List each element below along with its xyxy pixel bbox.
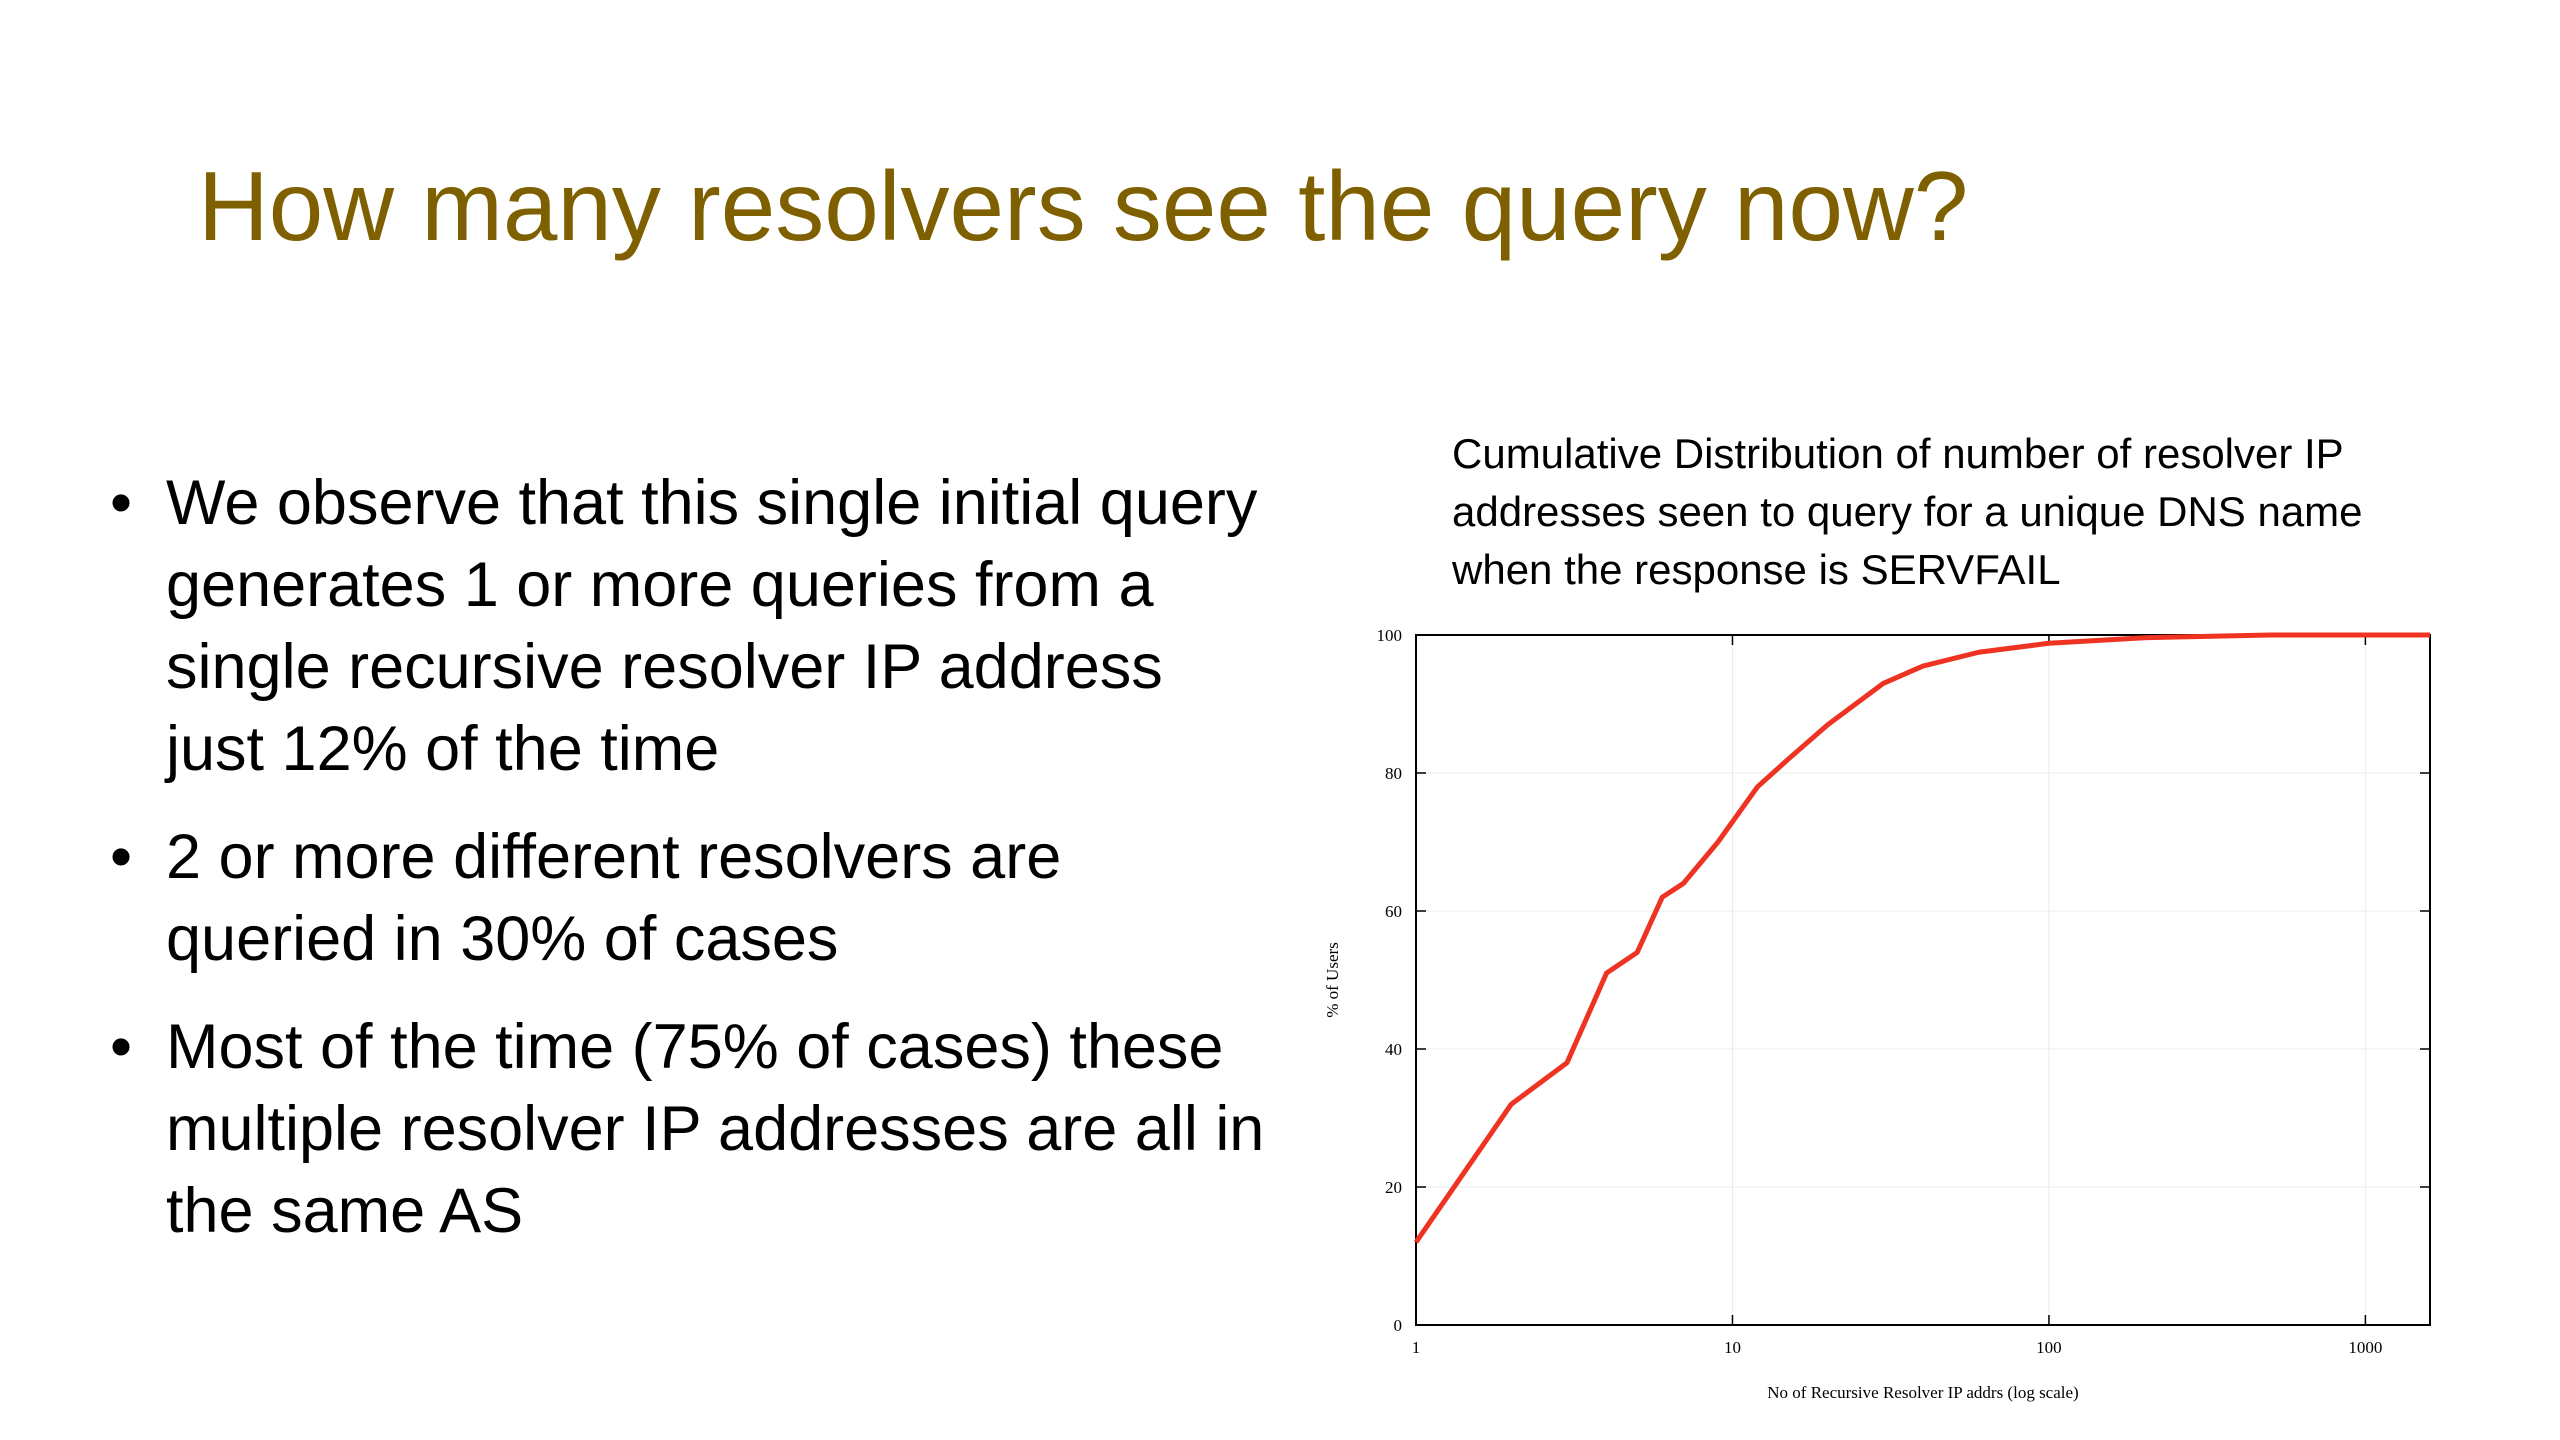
x-tick-label: 1000	[2348, 1338, 2382, 1357]
x-axis-label: No of Recursive Resolver IP addrs (log s…	[1767, 1383, 2078, 1402]
bullet-list: We observe that this single initial quer…	[110, 462, 1270, 1278]
y-tick-label: 20	[1385, 1178, 1402, 1197]
bullet: Most of the time (75% of cases) these mu…	[110, 1006, 1270, 1252]
y-tick-label: 60	[1385, 902, 1402, 921]
slide-title: How many resolvers see the query now?	[198, 151, 1969, 261]
data-line	[1413, 632, 2430, 1244]
plot-frame	[1415, 634, 2431, 1326]
y-axis-label: % of Users	[1323, 942, 1342, 1018]
y-tick-label: 40	[1385, 1040, 1402, 1059]
y-tick-label: 80	[1385, 764, 1402, 783]
y-tick-label: 0	[1394, 1316, 1403, 1335]
x-tick-label: 1	[1412, 1338, 1421, 1357]
bullet: We observe that this single initial quer…	[110, 462, 1270, 790]
chart-title: Cumulative Distribution of number of res…	[1452, 430, 2363, 593]
x-tick-label: 100	[2036, 1338, 2062, 1357]
bullet: 2 or more different resolvers are querie…	[110, 816, 1270, 980]
y-tick-label: 100	[1377, 626, 1403, 645]
x-tick-label: 10	[1724, 1338, 1741, 1357]
